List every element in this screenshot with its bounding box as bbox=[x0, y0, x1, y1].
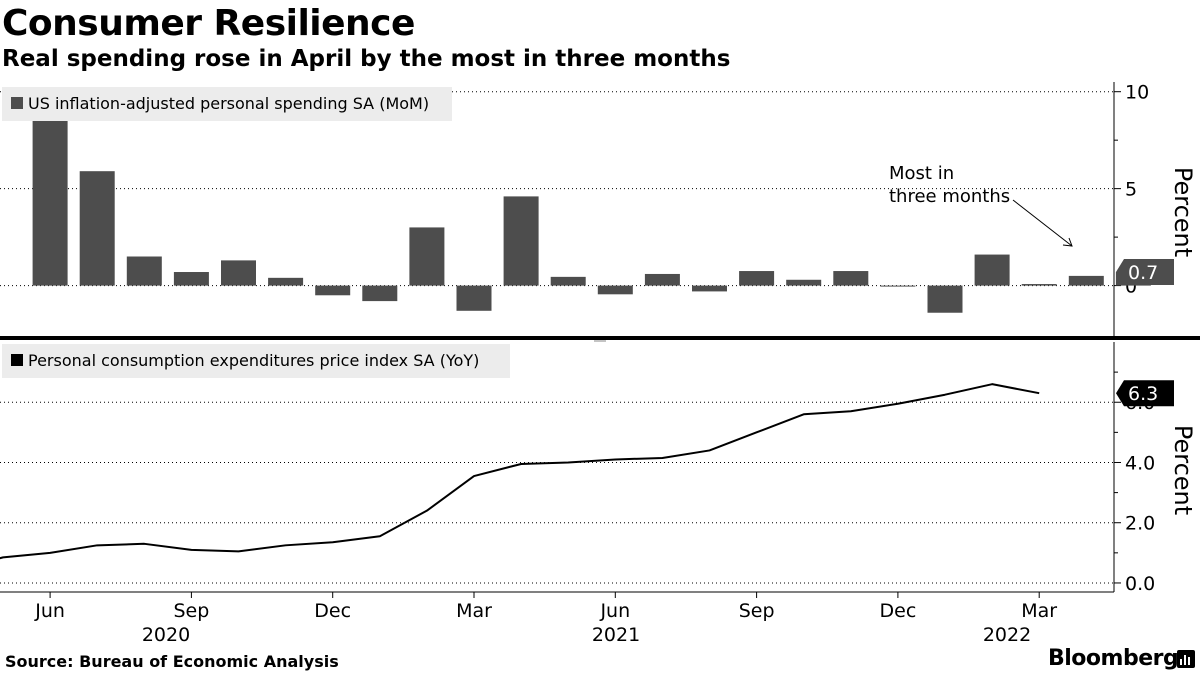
annotation-arrow-head bbox=[1062, 237, 1073, 247]
line-y-axis-label: Percent bbox=[1169, 425, 1197, 515]
x-month-label: Sep bbox=[173, 600, 209, 622]
bar-last-value-tag bbox=[1116, 259, 1174, 286]
bar-last-value-label: 0.7 bbox=[1128, 262, 1158, 284]
spending-bar bbox=[974, 254, 1010, 286]
spending-bar bbox=[126, 256, 162, 286]
line-y-tick-label: 4.0 bbox=[1125, 452, 1155, 474]
x-month-label: Dec bbox=[880, 600, 917, 622]
spending-bar bbox=[739, 271, 775, 286]
x-month-label: Dec bbox=[314, 600, 351, 622]
x-month-label: Mar bbox=[456, 600, 492, 622]
spending-bar bbox=[362, 285, 398, 302]
chart-title: Consumer Resilience bbox=[2, 3, 415, 44]
spending-bar bbox=[597, 285, 633, 295]
spending-bar bbox=[550, 276, 586, 286]
bar-legend-swatch bbox=[11, 97, 23, 109]
spending-bar bbox=[1068, 275, 1104, 286]
line-last-value-label: 6.3 bbox=[1128, 383, 1158, 405]
line-legend-label: Personal consumption expenditures price … bbox=[28, 351, 479, 370]
chart-subtitle: Real spending rose in April by the most … bbox=[2, 46, 731, 72]
bar-y-tick-label: 10 bbox=[1125, 82, 1149, 104]
x-month-label: Mar bbox=[1021, 600, 1057, 622]
spending-bar bbox=[221, 260, 256, 286]
bar-y-axis-label: Percent bbox=[1169, 167, 1197, 257]
spending-bar bbox=[456, 285, 492, 311]
spending-bar bbox=[503, 196, 539, 286]
line-legend-swatch bbox=[11, 354, 23, 366]
spending-bar bbox=[833, 271, 869, 286]
spending-bar bbox=[315, 285, 351, 296]
spending-bar bbox=[692, 285, 727, 292]
spending-bar bbox=[268, 277, 304, 286]
spending-bar bbox=[1021, 284, 1057, 286]
line-y-tick-label: 0.0 bbox=[1125, 573, 1155, 595]
panel-divider bbox=[0, 336, 1200, 340]
x-year-label: 2021 bbox=[592, 624, 640, 646]
x-year-label: 2020 bbox=[142, 624, 190, 646]
brand-logo-icon bbox=[1177, 650, 1195, 668]
spending-bar bbox=[644, 273, 680, 286]
spending-bar bbox=[79, 171, 115, 286]
line-y-tick-label: 2.0 bbox=[1125, 513, 1155, 535]
source-note: Source: Bureau of Economic Analysis bbox=[5, 652, 339, 671]
brand-logo: Bloomberg bbox=[1048, 646, 1179, 671]
bar-annotation: Most in bbox=[889, 163, 954, 184]
x-month-label: Jun bbox=[599, 600, 630, 622]
spending-bar bbox=[173, 272, 209, 286]
bar-annotation: three months bbox=[889, 186, 1010, 207]
spending-bar bbox=[32, 120, 68, 286]
bar-y-tick-label: 5 bbox=[1125, 179, 1137, 201]
x-month-label: Sep bbox=[739, 600, 775, 622]
pce-price-index-line bbox=[0, 383, 1040, 560]
x-year-label: 2022 bbox=[983, 624, 1031, 646]
bar-legend-box bbox=[2, 87, 452, 121]
line-last-value-tag bbox=[1116, 380, 1174, 407]
spending-bar bbox=[927, 285, 963, 313]
spending-bar bbox=[880, 285, 916, 287]
x-month-label: Jun bbox=[34, 600, 65, 622]
spending-bar bbox=[786, 279, 822, 286]
annotation-arrow bbox=[1012, 199, 1073, 247]
line-legend-box bbox=[2, 344, 510, 378]
spending-bar bbox=[409, 227, 445, 286]
bar-legend-label: US inflation-adjusted personal spending … bbox=[28, 94, 429, 113]
